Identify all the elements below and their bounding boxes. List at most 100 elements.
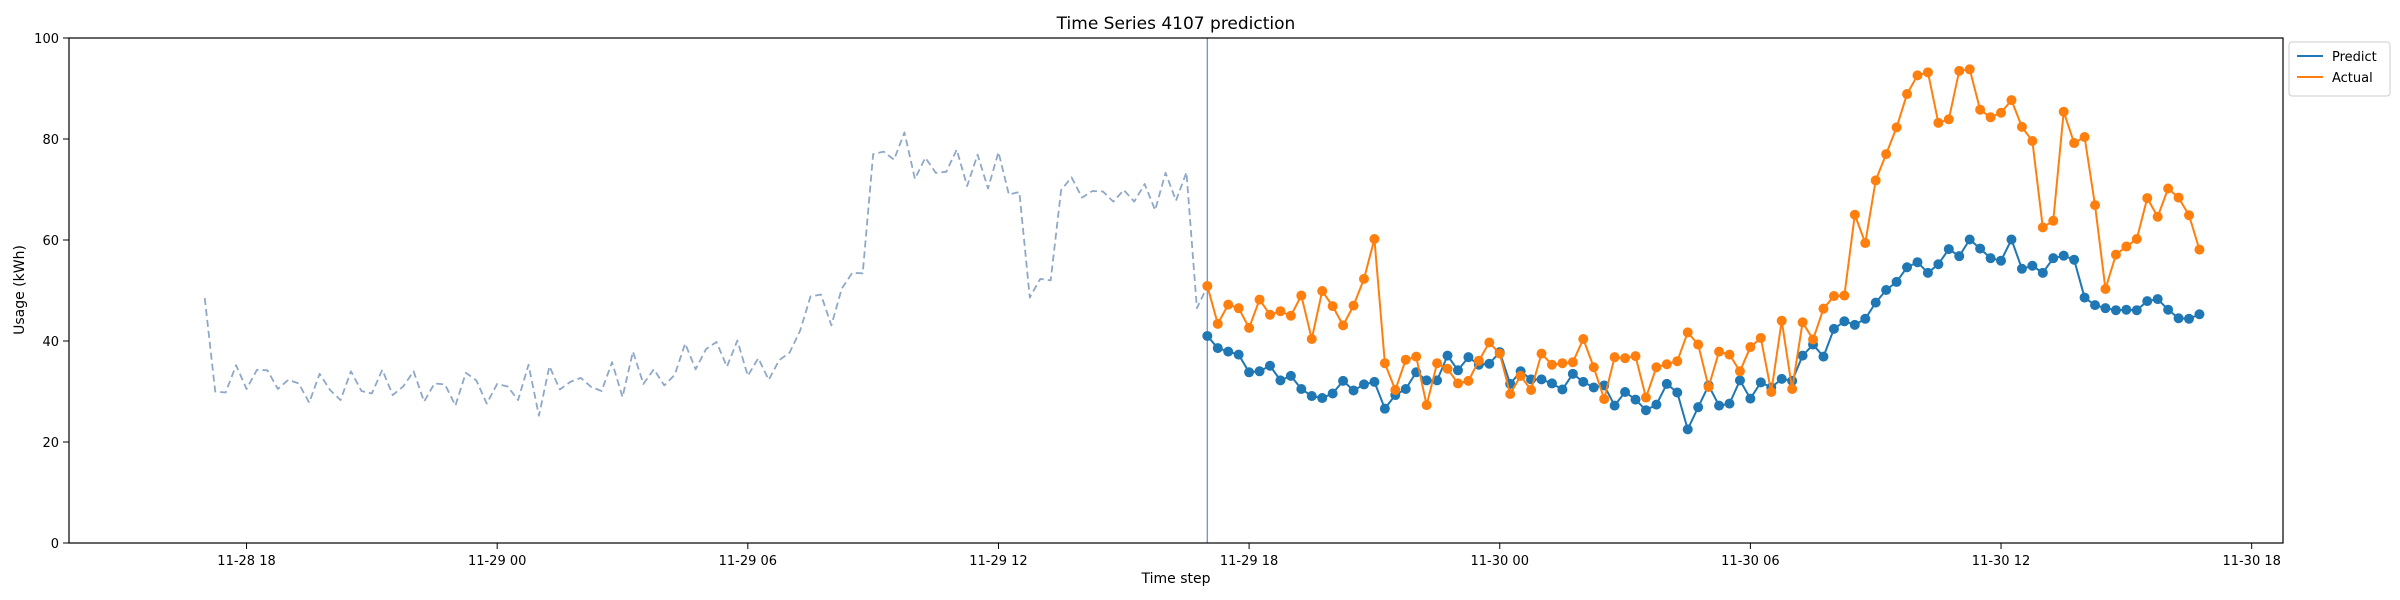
y-tick-label: 60 (42, 234, 59, 249)
data-point (1442, 350, 1453, 361)
data-point (2152, 294, 2163, 305)
data-point (1933, 259, 1944, 270)
data-point (1202, 330, 1213, 341)
data-point (2163, 183, 2174, 194)
data-point (1317, 286, 1328, 296)
data-point (1254, 294, 1265, 305)
data-point (1870, 297, 1881, 308)
data-point (1891, 276, 1902, 287)
data-point (1327, 388, 1338, 399)
data-point (1693, 339, 1704, 350)
data-point (2152, 211, 2163, 222)
legend-label: Actual (2332, 71, 2373, 86)
data-point (1505, 389, 1516, 400)
y-tick-label: 20 (42, 436, 59, 451)
data-point (1902, 262, 1913, 273)
series-actual (1202, 64, 2205, 411)
data-point (2131, 305, 2142, 316)
data-point (1536, 374, 1547, 385)
chart-title: Time Series 4107 prediction (1056, 14, 1296, 34)
data-point (1463, 352, 1474, 363)
data-point (1818, 351, 1829, 362)
x-axis-label: Time step (1141, 571, 1211, 587)
data-point (1432, 358, 1443, 369)
data-point (2142, 193, 2153, 204)
data-point (2006, 234, 2017, 245)
data-point (2194, 244, 2205, 255)
data-point (1338, 375, 1349, 386)
data-point (1943, 114, 1954, 125)
data-point (1494, 348, 1505, 359)
data-point (1776, 315, 1787, 326)
data-point (1849, 319, 1860, 330)
data-point (1881, 149, 1892, 160)
data-point (1421, 375, 1432, 386)
data-point (1640, 392, 1651, 403)
data-point (2069, 254, 2080, 265)
data-point (2006, 95, 2017, 106)
x-tick-label: 11-29 06 (719, 554, 777, 569)
data-point (1348, 385, 1359, 396)
y-tick-label: 40 (42, 335, 59, 350)
data-point (2079, 131, 2090, 142)
data-point (2121, 241, 2132, 252)
data-point (1651, 362, 1662, 373)
data-point (1369, 233, 1380, 244)
x-axis: 11-28 18 11-29 00 11-29 06 11-29 12 11-29 18… (217, 543, 2281, 569)
data-point (1285, 370, 1296, 381)
data-point (1849, 209, 1860, 220)
data-point (1755, 332, 1766, 343)
data-point (1254, 366, 1265, 377)
data-point (2163, 304, 2174, 315)
data-point (1421, 400, 1432, 411)
y-tick-label: 100 (34, 32, 59, 47)
data-point (1933, 117, 1944, 128)
data-point (1358, 273, 1369, 284)
data-point (2142, 296, 2153, 307)
data-point (2090, 300, 2101, 311)
data-point (1379, 358, 1390, 369)
series-line (203, 131, 1209, 417)
data-point (1306, 333, 1317, 344)
data-point (1588, 382, 1599, 393)
data-point (2100, 303, 2111, 314)
data-point (1954, 251, 1965, 262)
legend: Predict Actual (2288, 41, 2391, 97)
data-point (1546, 359, 1557, 370)
data-point (1724, 398, 1735, 409)
data-point (1264, 360, 1275, 371)
data-point (2110, 305, 2121, 316)
data-point (2184, 210, 2195, 221)
data-point (1557, 358, 1568, 369)
data-point (2027, 260, 2038, 271)
data-point (1881, 285, 1892, 295)
data-point (1860, 313, 1871, 324)
data-point (1379, 403, 1390, 414)
plot-area (203, 38, 2205, 543)
x-tick-label: 11-28 18 (217, 554, 275, 569)
data-point (1223, 346, 1234, 357)
x-tick-label: 11-30 18 (2222, 554, 2280, 569)
data-point (1797, 317, 1808, 328)
data-point (2090, 200, 2101, 211)
data-point (1411, 351, 1422, 362)
data-point (1661, 378, 1672, 389)
data-point (1557, 384, 1568, 395)
data-point (1223, 299, 1234, 310)
data-point (1275, 375, 1286, 386)
x-tick-label: 11-29 18 (1220, 554, 1278, 569)
data-point (2048, 253, 2059, 264)
data-point (1839, 290, 1850, 301)
x-tick-label: 11-29 00 (468, 554, 526, 569)
data-point (1212, 343, 1223, 354)
y-tick-label: 0 (51, 537, 59, 552)
data-point (1285, 310, 1296, 321)
data-point (1964, 234, 1975, 245)
data-point (1630, 394, 1641, 405)
data-point (2110, 249, 2121, 260)
data-point (1233, 349, 1244, 360)
data-point (1693, 402, 1704, 413)
series-line (1206, 68, 2201, 407)
data-point (2058, 106, 2069, 117)
data-point (1912, 70, 1923, 81)
